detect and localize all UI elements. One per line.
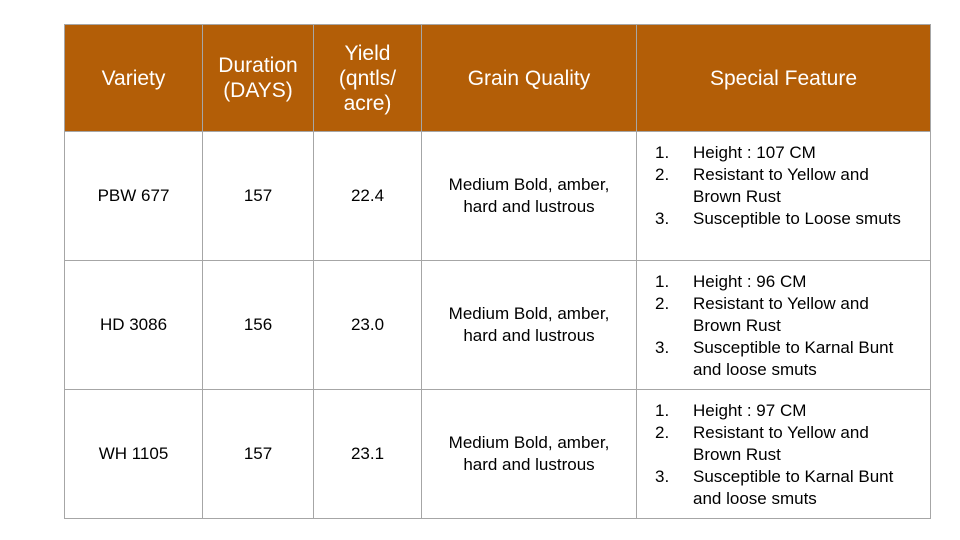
header-special-feature-label: Special Feature [709, 66, 858, 90]
feature-number: 3. [655, 209, 670, 228]
feature-text: Susceptible to Loose smuts [693, 209, 901, 228]
feature-item: 2. Resistant to Yellow and Brown Rust [655, 164, 918, 208]
header-duration-line: (DAYS) [223, 79, 293, 102]
feature-text: Susceptible to Karnal Bunt and loose smu… [693, 338, 894, 379]
cell-variety: WH 1105 [64, 389, 203, 519]
cell-variety: PBW 677 [64, 131, 203, 261]
grain-quality-line: hard and lustrous [463, 455, 595, 474]
cell-variety: HD 3086 [64, 260, 203, 390]
header-special-feature: Special Feature [636, 24, 931, 132]
cell-yield: 23.1 [313, 389, 422, 519]
feature-text: Susceptible to Karnal Bunt and loose smu… [693, 467, 894, 508]
feature-text: Resistant to Yellow and Brown Rust [693, 294, 869, 335]
feature-text: Height : 97 CM [693, 401, 807, 420]
cell-grain-quality: Medium Bold, amber, hard and lustrous [421, 131, 637, 261]
header-grain-quality: Grain Quality [421, 24, 637, 132]
feature-item: 3. Susceptible to Karnal Bunt and loose … [655, 466, 918, 510]
feature-text: Height : 96 CM [693, 272, 807, 291]
feature-list: 1. Height : 96 CM 2. Resistant to Yellow… [655, 271, 918, 381]
table-row: HD 3086 156 23.0 Medium Bold, amber, har… [64, 260, 931, 390]
feature-item: 1. Height : 107 CM [655, 142, 918, 164]
feature-list: 1. Height : 97 CM 2. Resistant to Yellow… [655, 400, 918, 510]
cell-duration: 157 [202, 131, 314, 261]
header-row: Variety Duration (DAYS) Yield (qntls/ ac… [64, 24, 931, 132]
feature-item: 2. Resistant to Yellow and Brown Rust [655, 422, 918, 466]
cell-special-feature: 1. Height : 96 CM 2. Resistant to Yellow… [636, 260, 931, 390]
feature-number: 3. [655, 467, 670, 486]
feature-number: 2. [655, 165, 670, 184]
header-duration-line: Duration [218, 54, 298, 77]
header-duration: Duration (DAYS) [202, 24, 314, 132]
grain-quality-line: Medium Bold, amber, [448, 175, 610, 194]
header-yield-line: acre) [343, 91, 392, 115]
feature-number: 2. [655, 423, 670, 442]
header-yield: Yield (qntls/ acre) [313, 24, 422, 132]
cell-special-feature: 1. Height : 97 CM 2. Resistant to Yellow… [636, 389, 931, 519]
cell-yield: 23.0 [313, 260, 422, 390]
feature-text: Height : 107 CM [693, 143, 816, 162]
cell-special-feature: 1. Height : 107 CM 2. Resistant to Yello… [636, 131, 931, 261]
cell-duration: 156 [202, 260, 314, 390]
feature-item: 3. Susceptible to Karnal Bunt and loose … [655, 337, 918, 381]
feature-number: 1. [655, 401, 670, 420]
feature-item: 2. Resistant to Yellow and Brown Rust [655, 293, 918, 337]
table-row: PBW 677 157 22.4 Medium Bold, amber, har… [64, 131, 931, 261]
feature-number: 2. [655, 294, 670, 313]
table-row: WH 1105 157 23.1 Medium Bold, amber, har… [64, 389, 931, 519]
grain-quality-line: Medium Bold, amber, [448, 304, 610, 323]
grain-quality-line: hard and lustrous [463, 197, 595, 216]
header-variety-label: Variety [101, 66, 166, 90]
feature-item: 3. Susceptible to Loose smuts [655, 208, 918, 230]
feature-number: 3. [655, 338, 670, 357]
feature-list: 1. Height : 107 CM 2. Resistant to Yello… [655, 142, 918, 230]
feature-item: 1. Height : 97 CM [655, 400, 918, 422]
feature-text: Resistant to Yellow and Brown Rust [693, 423, 869, 464]
cell-grain-quality: Medium Bold, amber, hard and lustrous [421, 260, 637, 390]
header-yield-line: Yield [344, 41, 391, 65]
header-grain-quality-label: Grain Quality [467, 66, 591, 90]
header-variety: Variety [64, 24, 203, 132]
cell-duration: 157 [202, 389, 314, 519]
varieties-table: Variety Duration (DAYS) Yield (qntls/ ac… [64, 24, 931, 519]
header-yield-line: (qntls/ [338, 66, 397, 90]
feature-item: 1. Height : 96 CM [655, 271, 918, 293]
grain-quality-line: hard and lustrous [463, 326, 595, 345]
feature-number: 1. [655, 272, 670, 291]
cell-grain-quality: Medium Bold, amber, hard and lustrous [421, 389, 637, 519]
feature-number: 1. [655, 143, 670, 162]
feature-text: Resistant to Yellow and Brown Rust [693, 165, 869, 206]
grain-quality-line: Medium Bold, amber, [448, 433, 610, 452]
cell-yield: 22.4 [313, 131, 422, 261]
